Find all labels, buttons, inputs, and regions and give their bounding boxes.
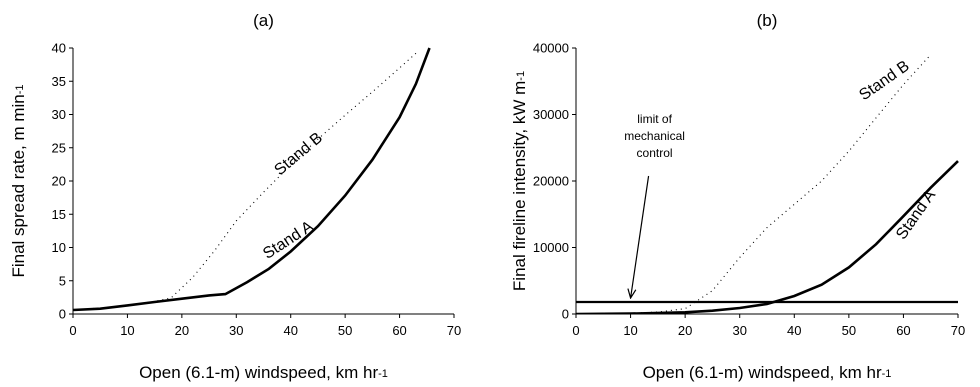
y-tick-label: 40 xyxy=(52,41,66,56)
y-tick-label: 20000 xyxy=(533,174,569,189)
x-tick-label: 70 xyxy=(447,323,461,338)
series-label-stand-b: Stand B xyxy=(856,58,912,105)
x-tick-label: 70 xyxy=(951,323,965,338)
x-tick-label: 60 xyxy=(896,323,910,338)
y-axis-label-text: Final fireline intensity, kW m xyxy=(510,81,529,291)
y-axis-label-exponent: -1 xyxy=(14,84,26,94)
y-tick-label: 20 xyxy=(52,174,66,189)
series-line-stand-b xyxy=(73,52,417,311)
y-axis-label: Final fireline intensity, kW m-1 xyxy=(510,71,529,291)
panel-label: (a) xyxy=(253,11,274,30)
chart-panel-1: 0 10 20 30 40 50 60 70 0 5 10 15 20 25 30 35 40 (a) Open (… xyxy=(9,11,461,382)
series-line-stand-a xyxy=(73,47,431,312)
x-axis-label-text: Open (6.1-m) windspeed, km hr xyxy=(643,363,882,382)
annotation-text-line: limit of xyxy=(637,112,672,126)
y-tick-label: 30000 xyxy=(533,107,569,122)
y-tick-label: 40000 xyxy=(533,41,569,56)
x-tick-label: 50 xyxy=(338,323,352,338)
series-label-stand-a: Stand A xyxy=(893,187,939,243)
x-axis-label: Open (6.1-m) windspeed, km hr-1 xyxy=(139,363,388,382)
series-line-stand-b xyxy=(576,54,932,314)
x-tick-label: 0 xyxy=(572,323,579,338)
y-tick-label: 35 xyxy=(52,74,66,89)
y-tick-label: 15 xyxy=(52,207,66,222)
x-axis-label-exponent: -1 xyxy=(378,368,388,380)
x-axis-label: Open (6.1-m) windspeed, km hr-1 xyxy=(643,363,892,382)
x-tick-label: 50 xyxy=(842,323,856,338)
x-tick-label: 0 xyxy=(69,323,76,338)
x-tick-label: 60 xyxy=(392,323,406,338)
annotation-text-line: mechanical xyxy=(624,129,685,143)
chart-panel-2: 0 10 20 30 40 50 60 70 0 10000 20000 30000 40000 (b) O… xyxy=(510,11,965,382)
x-tick-label: 30 xyxy=(229,323,243,338)
annotation-text-line: control xyxy=(637,146,673,160)
series-label-stand-a: Stand A xyxy=(260,218,317,263)
y-axis-label-text: Final spread rate, m min xyxy=(9,94,28,277)
x-axis-label-exponent: -1 xyxy=(882,368,892,380)
panel-label: (b) xyxy=(757,11,778,30)
y-tick-label: 0 xyxy=(562,307,569,322)
y-tick-label: 0 xyxy=(59,307,66,322)
x-tick-label: 10 xyxy=(623,323,637,338)
y-tick-label: 10000 xyxy=(533,240,569,255)
y-axis-label: Final spread rate, m min-1 xyxy=(9,84,28,277)
series-label-stand-b: Stand B xyxy=(271,129,326,179)
y-axis-label-exponent: -1 xyxy=(515,71,527,81)
y-tick-label: 5 xyxy=(59,273,66,288)
x-tick-label: 20 xyxy=(175,323,189,338)
y-tick-label: 25 xyxy=(52,140,66,155)
series-line-stand-a xyxy=(576,160,959,314)
annotation-arrow xyxy=(631,175,650,298)
x-tick-label: 40 xyxy=(787,323,801,338)
x-axis-label-text: Open (6.1-m) windspeed, km hr xyxy=(139,363,378,382)
x-tick-label: 30 xyxy=(732,323,746,338)
y-tick-label: 30 xyxy=(52,107,66,122)
x-tick-label: 20 xyxy=(678,323,692,338)
x-tick-label: 40 xyxy=(283,323,297,338)
x-tick-label: 10 xyxy=(120,323,134,338)
y-tick-label: 10 xyxy=(52,240,66,255)
